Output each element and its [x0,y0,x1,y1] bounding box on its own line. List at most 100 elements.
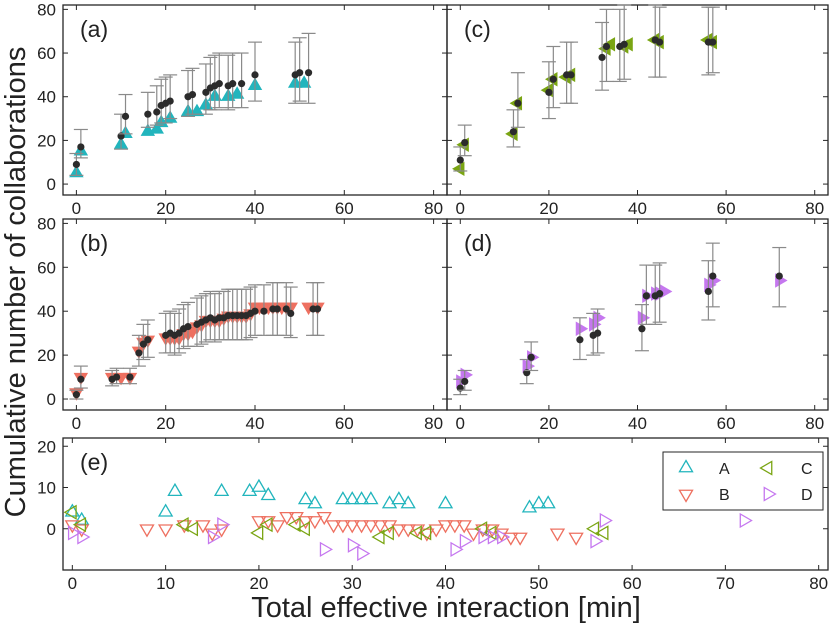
data-point [296,75,312,88]
x-tick-label: 60 [335,199,354,218]
data-point [527,353,535,361]
data-point [512,532,528,546]
data-point [207,529,222,545]
data-point [139,340,147,348]
data-point [167,482,183,497]
data-point [531,495,547,509]
data-point [775,272,783,280]
data-point [447,520,463,534]
data-point [287,516,301,533]
data-point [77,375,85,383]
data-point [335,491,351,505]
panel-label: (e) [80,449,108,475]
x-tick-label: 80 [809,574,828,593]
legend-label: B [719,487,730,504]
data-point [213,482,230,497]
x-tick-label: 80 [805,199,824,218]
data-point [121,112,130,120]
data-point [456,156,464,164]
data-point [709,38,717,46]
data-point [335,520,351,534]
data-point [251,478,267,492]
legend: A C B D [662,451,824,511]
panel-label: (b) [80,230,108,256]
data-point [215,80,223,88]
data-point [437,520,454,534]
x-tick-label: 80 [424,414,443,433]
x-tick-label: 0 [72,414,81,433]
data-point [217,516,231,533]
data-point [418,525,432,541]
data-point [637,310,651,326]
x-tick-label: 60 [335,414,354,433]
panel-label: (a) [80,16,108,42]
x-tick-label: 40 [628,414,647,433]
x-tick-label: 0 [68,574,77,593]
data-point [585,521,600,537]
x-tick-label: 20 [249,574,268,593]
legend-label: A [719,461,730,478]
legend-marker [678,489,694,503]
data-point [250,525,264,541]
y-tick-label: 0 [47,520,56,539]
panel-b: 0 20 40 60 80 0 20 40 60 80 (b) [37,214,448,433]
data-point [428,524,444,538]
data-point [590,533,604,549]
data-point [260,307,268,315]
y-tick-label: 20 [37,131,56,150]
y-tick-label: 80 [37,214,56,233]
data-point [704,287,712,296]
data-point [189,103,205,117]
data-point [251,516,267,530]
data-point [497,529,511,545]
data-point [739,512,753,529]
data-point [251,307,259,315]
x-tick-label: 20 [156,414,175,433]
series-c [63,504,609,545]
data-point [503,532,519,546]
legend-marker [759,460,773,476]
data-point [325,520,342,534]
data-point [307,495,323,509]
data-point [157,503,174,517]
data-point [296,69,304,77]
data-point [184,521,199,537]
x-tick-label: 80 [805,414,824,433]
series-d [67,512,753,562]
x-tick-label: 30 [343,574,362,593]
x-tick-label: 0 [456,414,465,433]
series-d [456,273,788,389]
series-model [69,282,325,400]
data-point [77,529,91,545]
data-point [316,511,332,526]
data-point [371,529,385,545]
data-point [437,495,454,509]
data-point [567,71,575,79]
data-point [77,143,85,151]
x-tick-label: 20 [539,199,558,218]
y-tick-label: 80 [37,0,56,19]
series-model [453,4,720,172]
data-point [381,495,398,509]
y-tick-label: 60 [37,258,56,277]
y-tick-label: 0 [47,175,56,194]
data-point [238,80,246,88]
x-tick-label: 40 [436,574,455,593]
series-a [64,478,556,525]
x-tick-label: 0 [456,199,465,218]
series-a [69,75,312,178]
data-point [287,309,295,318]
data-point [408,525,422,541]
data-point [568,532,584,546]
data-point [241,482,258,497]
legend-label: C [801,461,813,478]
data-point [363,520,379,534]
legend-marker [678,459,694,473]
y-tick-label: 20 [37,346,56,365]
data-point [549,75,557,83]
data-point [67,525,82,541]
data-point [313,305,322,313]
data-point [620,40,628,48]
data-point [297,491,314,505]
